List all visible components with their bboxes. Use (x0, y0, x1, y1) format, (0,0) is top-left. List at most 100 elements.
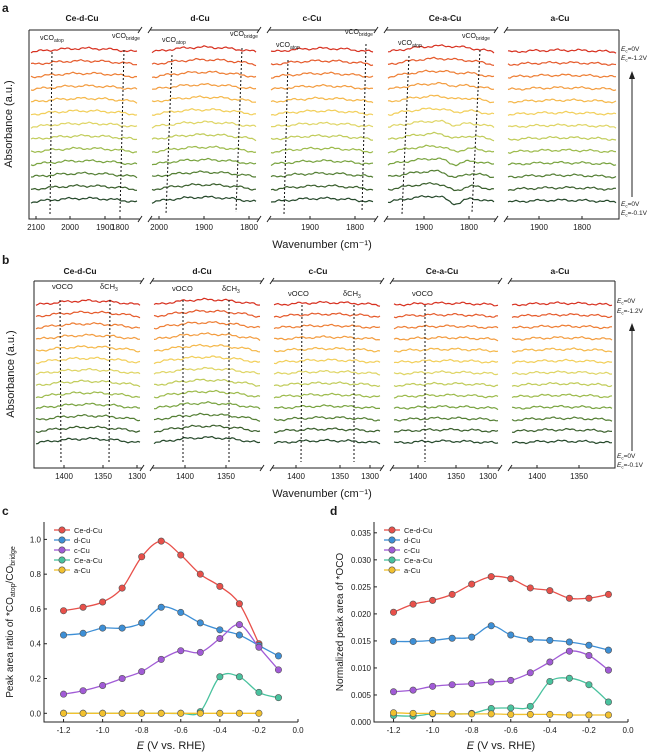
spectrum-trace (393, 370, 499, 376)
y-tick-label: 1.0 (30, 535, 42, 544)
spectrum-trace (387, 94, 495, 104)
spectrum-trace (507, 60, 617, 66)
data-point (118, 709, 126, 717)
panel-a-title-ce-a-cu: Ce-a-Cu (429, 13, 462, 23)
spectrum-trace (270, 196, 374, 203)
data-point (585, 594, 593, 602)
spectrum-trace (387, 44, 495, 54)
spectrum-trace (511, 404, 613, 410)
annotation-co-bridge: νCObridge (112, 33, 140, 42)
spectrum-trace (153, 297, 261, 306)
spectrum-trace (273, 323, 381, 330)
spectrum-trace (270, 159, 374, 167)
data-point (487, 710, 495, 718)
spectrum-trace (154, 401, 261, 410)
panel-a-xlabel: Wavenumber (cm⁻¹) (272, 239, 372, 251)
x-tick-label: 1350 (94, 472, 112, 481)
peak-guide-line (283, 59, 289, 215)
y-tick-label: 0.035 (351, 529, 372, 538)
data-point (448, 634, 456, 642)
spectrum-trace (387, 194, 495, 206)
x-tick-label: 1300 (128, 472, 146, 481)
spectrum-trace (273, 415, 381, 422)
annotation-oco: νOCO (52, 282, 73, 291)
y-tick-label: 0.025 (351, 583, 372, 592)
legend-marker (58, 566, 66, 574)
y-tick-label: 0.2 (30, 675, 42, 684)
spectrum-trace (151, 170, 257, 178)
series-line (63, 672, 279, 716)
data-point (604, 666, 612, 674)
peak-guide-line (49, 51, 53, 215)
y-tick-label: 0.000 (351, 718, 372, 727)
x-tick-label: 1800 (111, 223, 129, 232)
spectrum-trace (151, 183, 257, 191)
data-point (468, 633, 476, 641)
panel-a-ylabel: Absorbance (a.u.) (3, 80, 15, 167)
panel-a-spectra (30, 44, 617, 206)
panel-b-ylabel: Absorbance (a.u.) (5, 330, 17, 417)
annotation-ch3: δCH3 (222, 284, 240, 295)
spectrum-trace (393, 416, 499, 422)
data-point (216, 635, 224, 643)
spectrum-trace (393, 324, 499, 330)
x-tick-label: -0.2 (252, 726, 266, 735)
peak-guide-line (300, 304, 303, 463)
data-point (429, 709, 437, 717)
annotation-ch3: δCH3 (343, 289, 361, 300)
data-point (507, 704, 515, 712)
x-tick-label: 1800 (573, 223, 591, 232)
data-point (196, 648, 204, 656)
panel-b-top-axis (34, 277, 615, 285)
data-point (235, 600, 243, 608)
y-tick-label: 0.005 (351, 691, 372, 700)
panel-b-title-d-cu: d-Cu (192, 266, 211, 276)
spectrum-trace (511, 439, 613, 445)
spectrum-trace (151, 57, 257, 67)
spectrum-trace (511, 324, 612, 330)
data-point (157, 655, 165, 663)
spectrum-trace (30, 71, 138, 79)
y-tick-label: 0.020 (351, 610, 372, 619)
series-line (63, 606, 279, 657)
spectrum-trace (35, 436, 141, 445)
peak-guide-line (119, 49, 125, 213)
data-point (255, 688, 263, 696)
data-point (60, 709, 68, 717)
annotation-co-atop: νCOatop (276, 42, 300, 51)
spectrum-trace (507, 148, 617, 154)
data-point (216, 582, 224, 590)
annotation-oco: νOCO (172, 284, 193, 293)
spectrum-trace (393, 439, 499, 444)
series-line (393, 677, 609, 717)
potential-top-end: Ec=-1.2V (621, 55, 648, 63)
data-point (409, 637, 417, 645)
legend-marker (58, 546, 66, 554)
spectrum-trace (35, 379, 141, 388)
spectrum-trace (387, 181, 495, 192)
data-point (196, 570, 204, 578)
spectrum-trace (151, 45, 257, 54)
legend-label: Ce-d-Cu (404, 526, 432, 535)
spectrum-trace (153, 412, 261, 422)
panel-label-b: b (2, 253, 9, 267)
data-point (157, 709, 165, 717)
data-point (487, 573, 495, 581)
annotation-oco: νOCO (412, 289, 433, 298)
data-point (565, 711, 573, 719)
x-tick-label: 2000 (61, 223, 79, 232)
x-tick-label: -0.8 (135, 726, 149, 735)
data-point (507, 575, 515, 583)
spectrum-trace (393, 312, 499, 319)
spectrum-trace (35, 425, 141, 434)
data-point (604, 698, 612, 706)
spectrum-trace (507, 123, 617, 129)
spectrum-trace (151, 120, 257, 129)
panel-c-xlabel: E (V vs. RHE) (137, 740, 205, 752)
x-tick-label: 1350 (447, 472, 465, 481)
annotation-oco: νOCO (288, 289, 309, 298)
panel-a-title-ce-d-cu: Ce-d-Cu (65, 13, 98, 23)
spectrum-trace (30, 184, 137, 191)
data-point (585, 711, 593, 719)
spectrum-trace (507, 173, 617, 179)
